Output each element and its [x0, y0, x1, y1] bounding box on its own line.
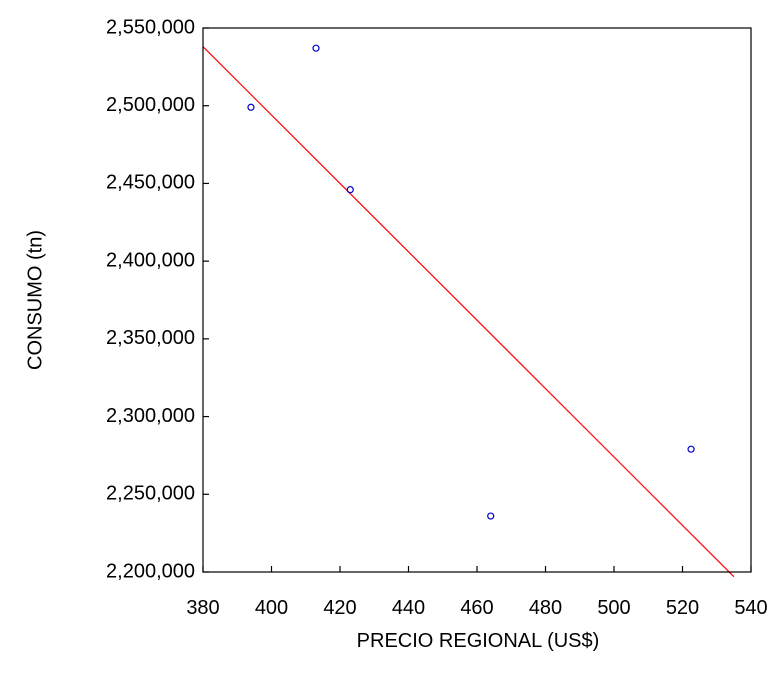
- data-point: [487, 512, 495, 520]
- x-tick-label: 380: [186, 597, 219, 619]
- y-tick-label: 2,200,000: [106, 560, 195, 582]
- x-tick-label: 520: [666, 597, 699, 619]
- x-tick-label: 400: [255, 597, 288, 619]
- data-point: [312, 44, 320, 52]
- y-tick-label: 2,250,000: [106, 483, 195, 505]
- data-point: [346, 186, 354, 194]
- y-axis-label: CONSUMO (tn): [24, 230, 46, 370]
- x-tick-label: 500: [597, 597, 630, 619]
- data-point: [247, 103, 255, 111]
- y-tick-label: 2,400,000: [106, 249, 195, 271]
- y-tick-label: 2,450,000: [106, 172, 195, 194]
- x-tick-label: 420: [323, 597, 356, 619]
- plot-area-frame: [202, 27, 752, 573]
- x-axis-label: PRECIO REGIONAL (US$): [357, 630, 600, 652]
- data-point: [687, 445, 695, 453]
- x-tick-label: 540: [734, 597, 767, 619]
- x-tick-label: 460: [460, 597, 493, 619]
- x-tick-label: 480: [529, 597, 562, 619]
- y-tick-label: 2,500,000: [106, 94, 195, 116]
- x-tick-label: 440: [392, 597, 425, 619]
- y-tick-label: 2,300,000: [106, 405, 195, 427]
- y-tick-label: 2,350,000: [106, 327, 195, 349]
- y-tick-label: 2,550,000: [106, 16, 195, 38]
- regression-line: [202, 46, 735, 578]
